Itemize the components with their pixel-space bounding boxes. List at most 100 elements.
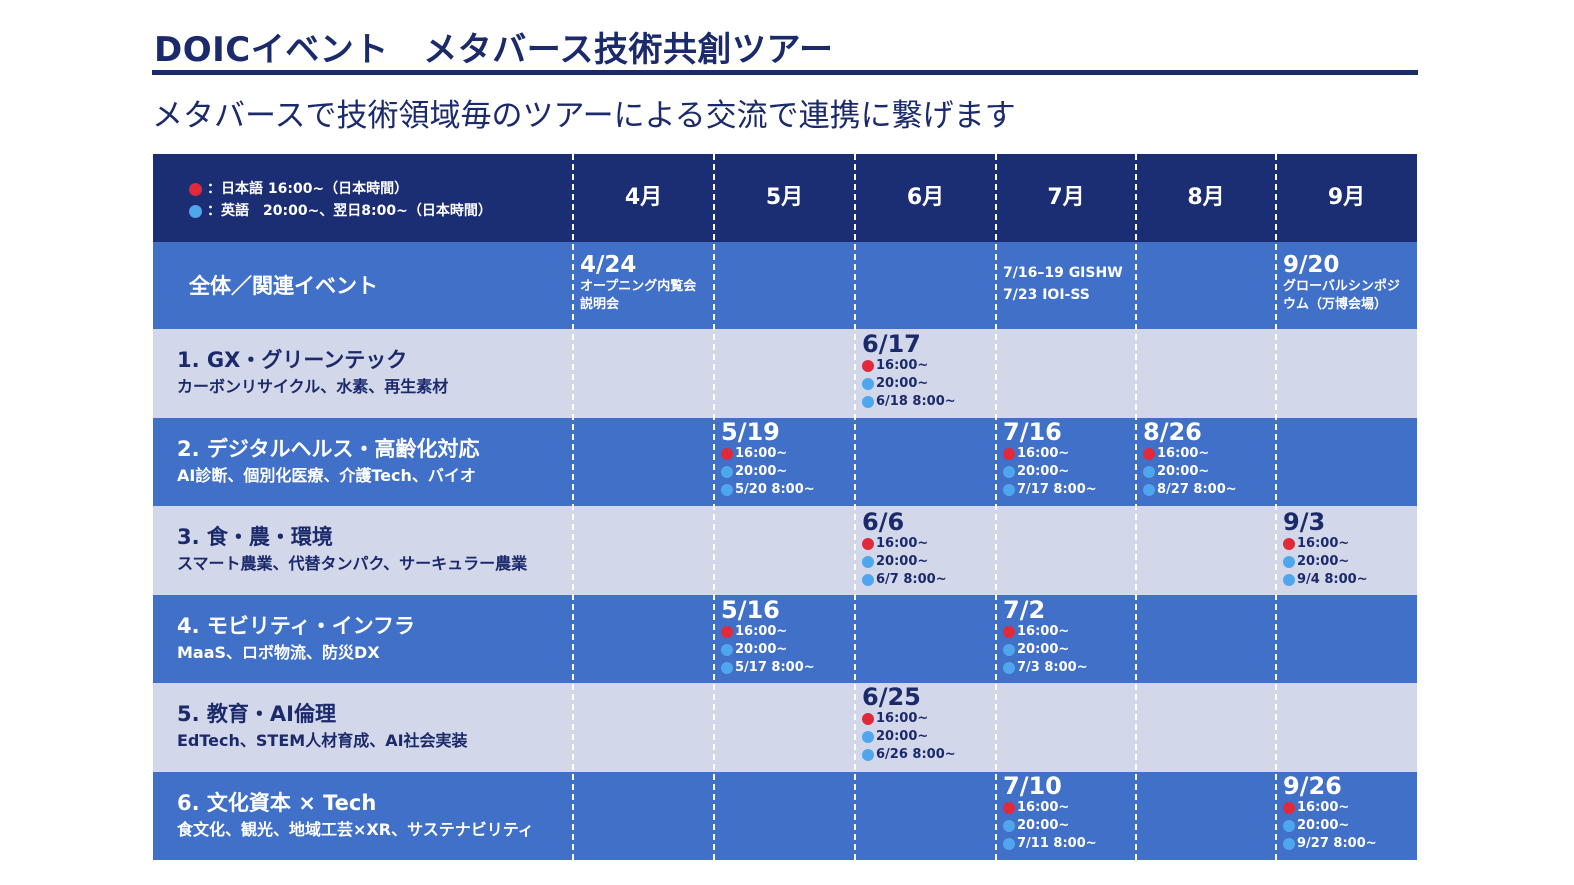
red-dot-icon	[862, 713, 874, 725]
category-title: 2. デジタルヘルス・高齢化対応	[177, 434, 479, 464]
session-date: 7/10	[1003, 773, 1097, 799]
session-entry: 6/25 16:00~ 20:00~ 6/26 8:00~	[862, 684, 956, 764]
overall-label-cell: 全体／関連イベント	[153, 242, 573, 329]
red-dot-icon	[1003, 802, 1015, 814]
red-dot-icon	[1143, 448, 1155, 460]
session-date: 8/26	[1143, 419, 1237, 445]
session-time-jp: 16:00~	[1003, 623, 1088, 641]
blue-dot-icon	[1003, 838, 1015, 850]
blue-dot-icon	[1003, 466, 1015, 478]
legend-english: ：英語 20:00~、翌日8:00~（日本時間）	[189, 200, 492, 222]
month-header-sep: 9月	[1276, 154, 1417, 242]
blue-dot-icon	[862, 731, 874, 743]
session-time-text: 5/17 8:00~	[735, 659, 815, 677]
category-label-cell: 4. モビリティ・インフラ MaaS、ロボ物流、防災DX	[153, 595, 573, 683]
session-time-en1: 20:00~	[721, 463, 815, 481]
session-time-jp: 16:00~	[862, 535, 947, 553]
red-dot-icon	[1003, 626, 1015, 638]
session-time-en2: 5/20 8:00~	[721, 481, 815, 499]
session-time-text: 20:00~	[735, 641, 787, 659]
session-time-jp: 16:00~	[1143, 445, 1237, 463]
event-desc: 説明会	[580, 296, 696, 314]
session-cell: 5/16 16:00~ 20:00~ 5/17 8:00~	[714, 595, 855, 683]
legend-cell: ：日本語 16:00~（日本時間） ：英語 20:00~、翌日8:00~（日本時…	[153, 154, 573, 242]
session-cell: 8/26 16:00~ 20:00~ 8/27 8:00~	[1136, 418, 1276, 506]
month-label: 6月	[855, 154, 996, 242]
category-title: 6. 文化資本 × Tech	[177, 788, 534, 818]
session-time-en1: 20:00~	[1283, 817, 1377, 835]
session-date: 6/25	[862, 684, 956, 710]
category-label-cell: 5. 教育・AI倫理 EdTech、STEM人材育成、AI社会実装	[153, 683, 573, 772]
page-title: DOICイベント メタバース技術共創ツアー	[154, 22, 834, 71]
session-entry: 5/16 16:00~ 20:00~ 5/17 8:00~	[721, 597, 815, 677]
category-title: 5. 教育・AI倫理	[177, 699, 468, 729]
title-underline	[152, 70, 1418, 75]
session-cell: 9/26 16:00~ 20:00~ 9/27 8:00~	[1276, 772, 1417, 860]
blue-dot-icon	[1003, 662, 1015, 674]
legend-japanese-text: ：日本語 16:00~（日本時間）	[207, 178, 408, 200]
month-label: 5月	[714, 154, 855, 242]
blue-dot-icon	[862, 396, 874, 408]
session-date: 6/17	[862, 331, 956, 357]
month-label: 4月	[573, 154, 714, 242]
red-dot-icon	[189, 183, 202, 196]
overall-events-row: 全体／関連イベント 4/24 オープニング内覧会 説明会 7/16–19 GIS…	[153, 242, 1417, 329]
blue-dot-icon	[1003, 820, 1015, 832]
session-time-text: 6/7 8:00~	[876, 571, 947, 589]
event-date: 9/20	[1283, 252, 1400, 278]
event-desc: オープニング内覧会	[580, 278, 696, 296]
event-desc: 7/23 IOI-SS	[1003, 284, 1123, 306]
session-entry: 8/26 16:00~ 20:00~ 8/27 8:00~	[1143, 419, 1237, 499]
session-time-text: 20:00~	[1297, 553, 1349, 571]
month-header-aug: 8月	[1136, 154, 1276, 242]
red-dot-icon	[721, 626, 733, 638]
session-entry: 6/6 16:00~ 20:00~ 6/7 8:00~	[862, 509, 947, 589]
red-dot-icon	[1003, 448, 1015, 460]
month-header-apr: 4月	[573, 154, 714, 242]
session-time-text: 20:00~	[1017, 463, 1069, 481]
column-divider	[572, 154, 574, 860]
blue-dot-icon	[1003, 644, 1015, 656]
blue-dot-icon	[1003, 484, 1015, 496]
session-date: 5/16	[721, 597, 815, 623]
category-subtitle: スマート農業、代替タンパク、サーキュラー農業	[177, 552, 527, 576]
session-time-jp: 16:00~	[721, 445, 815, 463]
category-row: 4. モビリティ・インフラ MaaS、ロボ物流、防災DX 5/16 16:00~ 20:…	[153, 595, 1417, 683]
session-time-text: 16:00~	[1297, 799, 1349, 817]
session-time-jp: 16:00~	[862, 357, 956, 375]
session-time-jp: 16:00~	[1283, 535, 1368, 553]
overall-jul-event: 7/16–19 GISHW 7/23 IOI-SS	[1003, 262, 1123, 306]
month-header-jul: 7月	[996, 154, 1136, 242]
category-subtitle: EdTech、STEM人材育成、AI社会実装	[177, 729, 468, 753]
session-time-jp: 16:00~	[862, 710, 956, 728]
session-time-text: 16:00~	[1017, 799, 1069, 817]
session-time-text: 7/3 8:00~	[1017, 659, 1088, 677]
overall-label: 全体／関連イベント	[189, 270, 378, 300]
session-time-text: 6/26 8:00~	[876, 746, 956, 764]
session-time-text: 16:00~	[1297, 535, 1349, 553]
blue-dot-icon	[1143, 484, 1155, 496]
session-time-en1: 20:00~	[1003, 641, 1088, 659]
session-time-en2: 7/17 8:00~	[1003, 481, 1097, 499]
category-label: 5. 教育・AI倫理 EdTech、STEM人材育成、AI社会実装	[177, 699, 468, 753]
category-title: 4. モビリティ・インフラ	[177, 611, 415, 641]
event-desc: グローバルシンポジ	[1283, 278, 1400, 296]
session-time-en2: 7/11 8:00~	[1003, 835, 1097, 853]
session-date: 5/19	[721, 419, 815, 445]
session-date: 9/3	[1283, 509, 1368, 535]
session-time-en2: 6/7 8:00~	[862, 571, 947, 589]
session-time-en1: 20:00~	[1003, 817, 1097, 835]
blue-dot-icon	[721, 484, 733, 496]
session-time-en2: 9/27 8:00~	[1283, 835, 1377, 853]
overall-jul-cell: 7/16–19 GISHW 7/23 IOI-SS	[996, 242, 1136, 329]
category-subtitle: MaaS、ロボ物流、防災DX	[177, 641, 415, 665]
blue-dot-icon	[1143, 466, 1155, 478]
session-time-jp: 16:00~	[1003, 799, 1097, 817]
session-time-text: 20:00~	[1017, 817, 1069, 835]
column-divider	[1275, 154, 1277, 860]
category-subtitle: 食文化、観光、地域工芸×XR、サステナビリティ	[177, 818, 534, 842]
session-entry: 7/16 16:00~ 20:00~ 7/17 8:00~	[1003, 419, 1097, 499]
session-time-jp: 16:00~	[1283, 799, 1377, 817]
category-label: 3. 食・農・環境 スマート農業、代替タンパク、サーキュラー農業	[177, 522, 527, 576]
category-title: 1. GX・グリーンテック	[177, 345, 448, 375]
